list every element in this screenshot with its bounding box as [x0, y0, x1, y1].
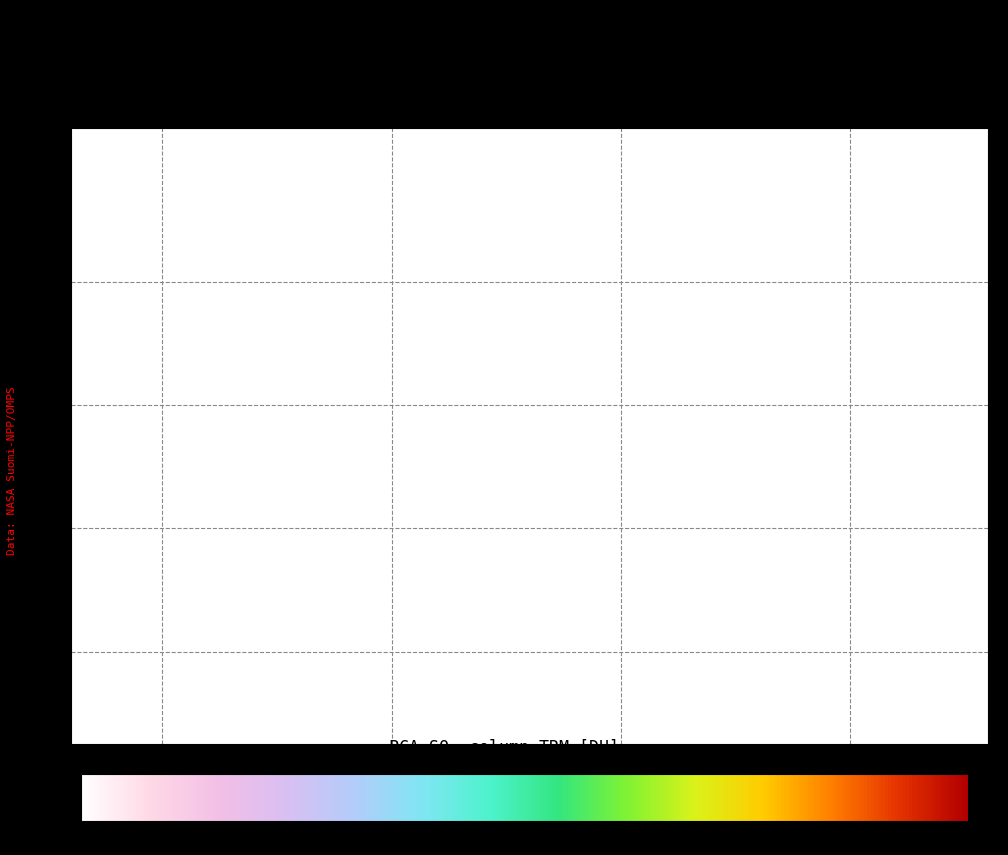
Text: Data: NASA Suomi-NPP/OMPS: Data: NASA Suomi-NPP/OMPS	[7, 386, 17, 555]
Text: PCA SO₂ column TRM [DU]: PCA SO₂ column TRM [DU]	[389, 739, 619, 757]
Text: SO₂ mass: 0.000 kt; SO₂ max: 0.29 DU at lon: -178.88 lat: 54.60 ; 00:57UTC: SO₂ mass: 0.000 kt; SO₂ max: 0.29 DU at …	[50, 64, 670, 78]
Text: Suomi NPP/OMPS - 06/18/2024 00:55-00:58 UT: Suomi NPP/OMPS - 06/18/2024 00:55-00:58 …	[257, 26, 751, 44]
